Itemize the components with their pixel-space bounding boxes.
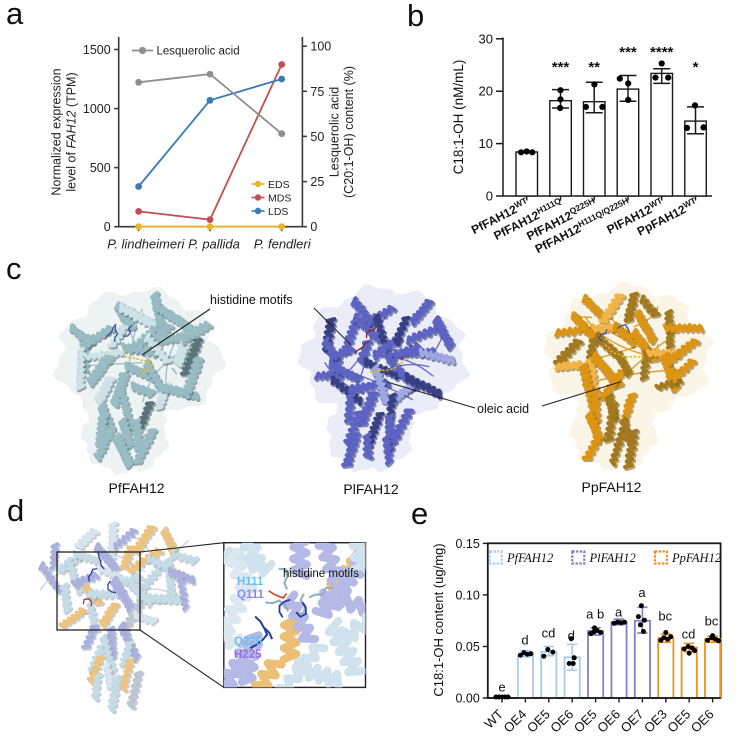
- svg-text:PpFAH12: PpFAH12: [582, 479, 642, 495]
- svg-text:e: e: [498, 680, 505, 695]
- svg-text:d: d: [521, 633, 528, 648]
- svg-text:Lesquerolic acid: Lesquerolic acid: [328, 87, 342, 177]
- svg-text:histidine motifs: histidine motifs: [210, 293, 293, 307]
- svg-text:c: c: [6, 251, 22, 286]
- svg-text:30: 30: [479, 31, 493, 46]
- svg-text:0: 0: [310, 220, 317, 234]
- svg-text:H111: H111: [237, 576, 264, 588]
- svg-text:***: ***: [619, 44, 637, 61]
- svg-text:b: b: [407, 0, 424, 33]
- svg-text:OE7: OE7: [618, 707, 647, 736]
- svg-text:OE6: OE6: [547, 707, 576, 736]
- svg-text:10: 10: [479, 136, 493, 151]
- svg-text:bc: bc: [658, 608, 672, 623]
- svg-text:0: 0: [104, 220, 111, 234]
- svg-text:OE5: OE5: [664, 707, 693, 736]
- svg-text:bc: bc: [705, 614, 719, 629]
- svg-text:PlFAH12: PlFAH12: [589, 551, 636, 565]
- svg-text:PpFAH12: PpFAH12: [671, 551, 721, 565]
- svg-text:****: ****: [650, 44, 674, 61]
- svg-text:PfFAH12: PfFAH12: [108, 480, 164, 496]
- svg-text:oleic acid: oleic acid: [477, 402, 529, 416]
- svg-text:PlFAH12: PlFAH12: [343, 481, 398, 497]
- svg-text:EDS: EDS: [268, 179, 290, 191]
- svg-text:P. lindheimeri: P. lindheimeri: [107, 237, 185, 252]
- svg-text:a b: a b: [586, 607, 604, 622]
- svg-text:OE5: OE5: [524, 707, 553, 736]
- svg-text:OE3: OE3: [641, 707, 670, 736]
- svg-text:OE4: OE4: [501, 707, 530, 736]
- svg-text:25: 25: [310, 175, 324, 189]
- svg-text:OE6: OE6: [688, 707, 717, 736]
- svg-text:Lesquerolic acid: Lesquerolic acid: [157, 46, 240, 58]
- svg-text:0.10: 0.10: [455, 588, 479, 602]
- svg-text:0.05: 0.05: [455, 640, 479, 654]
- svg-text:**: **: [588, 59, 600, 76]
- svg-text:75: 75: [310, 85, 324, 99]
- svg-text:*: *: [693, 59, 699, 76]
- svg-text:0.15: 0.15: [455, 537, 479, 551]
- svg-text:C18:1-OH content (ug/mg): C18:1-OH content (ug/mg): [431, 543, 446, 696]
- svg-text:1500: 1500: [83, 43, 111, 57]
- svg-text:Q225: Q225: [234, 636, 263, 648]
- svg-text:LDS: LDS: [268, 206, 288, 218]
- svg-text:1000: 1000: [83, 102, 111, 116]
- svg-text:OE5: OE5: [571, 707, 600, 736]
- svg-text:0: 0: [486, 189, 493, 204]
- svg-text:cd: cd: [682, 627, 696, 642]
- svg-text:500: 500: [90, 161, 111, 175]
- svg-text:a: a: [6, 0, 24, 31]
- svg-text:d: d: [568, 628, 575, 643]
- svg-text:PfFAH12: PfFAH12: [506, 551, 553, 565]
- svg-text:d: d: [7, 493, 24, 528]
- svg-text:Q111: Q111: [237, 589, 264, 601]
- svg-text:Normalized expression: Normalized expression: [50, 68, 64, 195]
- svg-text:P. fendleri: P. fendleri: [254, 237, 312, 252]
- svg-text:***: ***: [552, 59, 570, 76]
- svg-text:OE6: OE6: [594, 707, 623, 736]
- svg-text:50: 50: [310, 130, 324, 144]
- svg-text:a: a: [638, 585, 646, 600]
- svg-text:20: 20: [479, 84, 493, 99]
- svg-text:level of FAH12 (TPM): level of FAH12 (TPM): [65, 72, 79, 191]
- svg-text:MDS: MDS: [268, 192, 291, 204]
- svg-text:H225: H225: [234, 649, 262, 661]
- svg-text:0.00: 0.00: [455, 692, 479, 706]
- svg-text:e: e: [411, 496, 428, 531]
- svg-text:C18:1-OH (nM/mL): C18:1-OH (nM/mL): [451, 60, 466, 175]
- svg-text:a: a: [615, 605, 623, 620]
- svg-text:100: 100: [310, 40, 331, 54]
- svg-text:P. pallida: P. pallida: [188, 237, 240, 252]
- svg-text:cd: cd: [542, 626, 556, 641]
- svg-text:(C20:1-OH) content (%): (C20:1-OH) content (%): [342, 66, 356, 198]
- svg-text:histidine motifs: histidine motifs: [283, 568, 359, 580]
